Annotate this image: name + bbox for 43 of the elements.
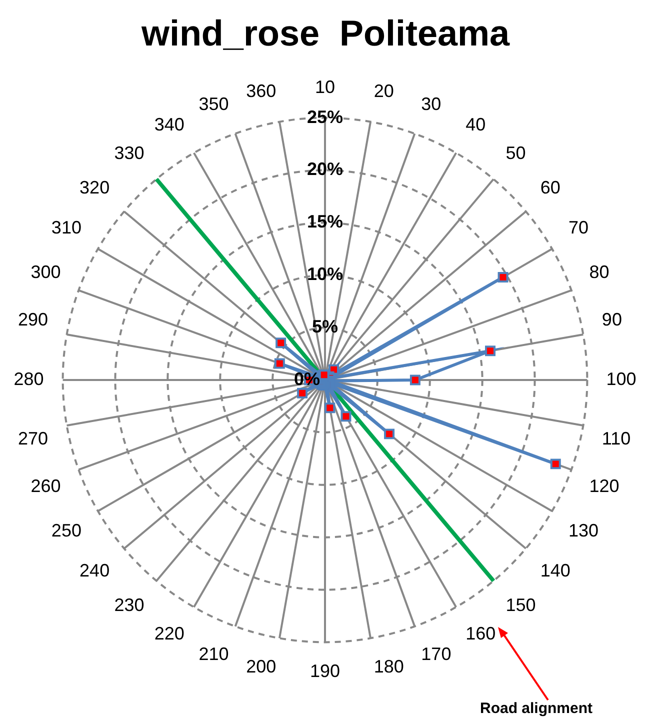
spoke-label: 70 bbox=[568, 218, 589, 238]
spoke-label: 330 bbox=[114, 142, 144, 163]
spoke-label: 250 bbox=[51, 520, 82, 540]
spoke-label: 110 bbox=[602, 428, 631, 449]
spoke-label: 210 bbox=[198, 644, 229, 664]
spoke-label: 190 bbox=[310, 660, 340, 681]
spoke-label: 360 bbox=[246, 81, 276, 102]
spoke-label: 60 bbox=[540, 177, 560, 198]
spoke-label: 280 bbox=[14, 368, 44, 389]
spoke-label: 340 bbox=[154, 114, 184, 135]
chart-title: wind_rose Politeama bbox=[140, 12, 511, 54]
spoke-label: 100 bbox=[606, 368, 636, 389]
spoke-label: 90 bbox=[602, 309, 622, 330]
spoke-label: 150 bbox=[506, 595, 536, 616]
spoke-label: 120 bbox=[589, 476, 620, 496]
y-tick-label: 10% bbox=[306, 264, 344, 284]
spoke-label: 260 bbox=[30, 476, 61, 496]
spoke-label: 140 bbox=[540, 560, 570, 581]
y-tick-label: 25% bbox=[306, 106, 344, 127]
spoke-label: 200 bbox=[246, 656, 276, 677]
spoke-label: 230 bbox=[114, 595, 144, 616]
spoke-label: 170 bbox=[421, 644, 452, 664]
spoke-label: 220 bbox=[154, 623, 184, 644]
spoke-label: 160 bbox=[466, 623, 496, 644]
y-tick-label: 5% bbox=[312, 316, 338, 337]
y-tick-label: 15% bbox=[306, 212, 344, 232]
spoke-label: 10 bbox=[314, 76, 336, 97]
spoke-label: 20 bbox=[374, 81, 394, 102]
text: Road alignment bbox=[480, 700, 593, 717]
spoke-label: 40 bbox=[466, 114, 486, 135]
spoke-label: 270 bbox=[18, 428, 48, 449]
spoke-label: 30 bbox=[421, 94, 442, 114]
spoke-label: 80 bbox=[589, 262, 610, 282]
spoke-label: 240 bbox=[80, 560, 110, 581]
spoke-label: 300 bbox=[30, 262, 61, 282]
spoke-label: 50 bbox=[506, 142, 526, 163]
spoke-label: 130 bbox=[568, 520, 599, 540]
y-tick-label: 20% bbox=[306, 159, 344, 180]
spoke-label: 320 bbox=[80, 177, 110, 198]
spoke-label: 310 bbox=[51, 218, 82, 238]
spoke-label: 180 bbox=[374, 656, 404, 677]
spoke-label: 350 bbox=[198, 94, 229, 114]
spoke-label: 290 bbox=[18, 309, 48, 330]
